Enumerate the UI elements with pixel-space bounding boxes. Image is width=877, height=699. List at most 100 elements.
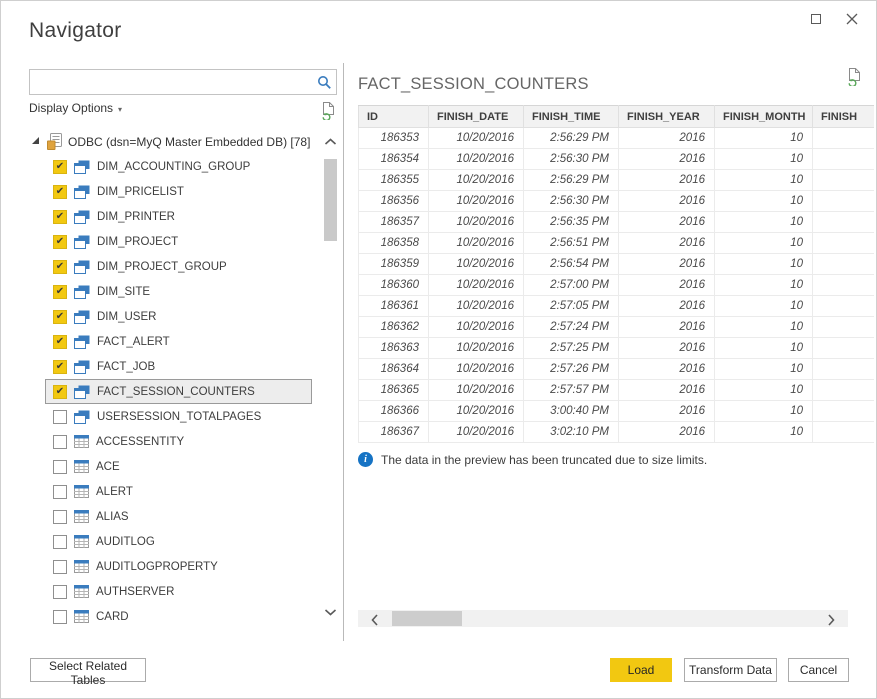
table-cell bbox=[812, 400, 874, 422]
tree-item[interactable]: CARD bbox=[45, 604, 312, 629]
expand-collapse-icon[interactable] bbox=[32, 137, 39, 144]
page-title: Navigator bbox=[29, 19, 122, 42]
tree-item-checkbox[interactable] bbox=[53, 509, 67, 524]
table-cell: 10/20/2016 bbox=[428, 379, 524, 401]
search-input[interactable] bbox=[30, 70, 312, 94]
tree-item[interactable]: ✔ DIM_USER bbox=[45, 304, 312, 329]
tree-item-checkbox[interactable] bbox=[53, 609, 67, 624]
table-cell: 10/20/2016 bbox=[428, 169, 524, 191]
tree-item-checkbox[interactable] bbox=[53, 534, 67, 549]
tree-item[interactable]: ✔ DIM_PRINTER bbox=[45, 204, 312, 229]
close-icon bbox=[846, 13, 858, 25]
preview-table: ID FINISH_DATE FINISH_TIME FINISH_YEAR FINIS… bbox=[358, 105, 874, 443]
window-controls bbox=[802, 7, 866, 31]
tree-item[interactable]: ALERT bbox=[45, 479, 312, 504]
table-cell: 186356 bbox=[358, 190, 429, 212]
tree-item-checkbox[interactable]: ✔ bbox=[53, 234, 67, 249]
tree-item[interactable]: AUDITLOGPROPERTY bbox=[45, 554, 312, 579]
tree-item-label: DIM_ACCOUNTING_GROUP bbox=[97, 160, 251, 173]
table-cell: 10 bbox=[714, 379, 813, 401]
tree-item-checkbox[interactable] bbox=[53, 434, 67, 449]
tree-item-label: AUDITLOG bbox=[96, 535, 155, 548]
tree-item-label: DIM_PRINTER bbox=[97, 210, 175, 223]
table-column-header: FINISH_TIME bbox=[523, 105, 619, 128]
tree-item-checkbox[interactable]: ✔ bbox=[53, 359, 67, 374]
tree-item-checkbox[interactable] bbox=[53, 584, 67, 599]
table-cell: 10 bbox=[714, 253, 813, 275]
tree-item-checkbox[interactable]: ✔ bbox=[53, 284, 67, 299]
tree-item[interactable]: ✔ FACT_SESSION_COUNTERS bbox=[45, 379, 312, 404]
transform-data-button[interactable]: Transform Data bbox=[684, 658, 777, 682]
tree-item[interactable]: ✔ DIM_SITE bbox=[45, 279, 312, 304]
table-cell: 10 bbox=[714, 274, 813, 296]
table-cell: 2016 bbox=[618, 232, 715, 254]
view-icon bbox=[74, 360, 90, 374]
tree-item-label: DIM_PROJECT bbox=[97, 235, 179, 248]
table-cell: 186358 bbox=[358, 232, 429, 254]
table-cell: 2:57:26 PM bbox=[523, 358, 619, 380]
display-options-dropdown[interactable]: Display Options ▾ bbox=[29, 101, 122, 115]
table-cell: 2:57:00 PM bbox=[523, 274, 619, 296]
load-button[interactable]: Load bbox=[610, 658, 672, 682]
tree-item[interactable]: ALIAS bbox=[45, 504, 312, 529]
tree-root-odbc[interactable]: ODBC (dsn=MyQ Master Embedded DB) [78] bbox=[29, 129, 325, 154]
tree-item-checkbox[interactable]: ✔ bbox=[53, 334, 67, 349]
cancel-button[interactable]: Cancel bbox=[788, 658, 849, 682]
view-icon bbox=[74, 160, 90, 174]
vertical-scrollbar[interactable] bbox=[323, 131, 338, 623]
tree-item-checkbox[interactable]: ✔ bbox=[53, 209, 67, 224]
tree-item-checkbox[interactable]: ✔ bbox=[53, 259, 67, 274]
tree-item[interactable]: USERSESSION_TOTALPAGES bbox=[45, 404, 312, 429]
tree-item[interactable]: ✔ FACT_ALERT bbox=[45, 329, 312, 354]
tree-item-checkbox[interactable]: ✔ bbox=[53, 384, 67, 399]
tree-item-checkbox[interactable] bbox=[53, 484, 67, 499]
scroll-up-icon[interactable] bbox=[324, 133, 337, 151]
scroll-down-icon[interactable] bbox=[324, 603, 337, 621]
view-icon bbox=[74, 385, 90, 399]
tree-item[interactable]: AUTHSERVER bbox=[45, 579, 312, 604]
tree-item-checkbox[interactable]: ✔ bbox=[53, 159, 67, 174]
tree-item[interactable]: ✔ DIM_ACCOUNTING_GROUP bbox=[45, 154, 312, 179]
tree-item[interactable]: ✔ FACT_JOB bbox=[45, 354, 312, 379]
table-cell: 2016 bbox=[618, 337, 715, 359]
tree-item[interactable]: AUDITLOG bbox=[45, 529, 312, 554]
table-icon bbox=[74, 610, 89, 623]
table-cell: 2016 bbox=[618, 358, 715, 380]
scroll-left-icon[interactable] bbox=[371, 613, 379, 631]
vertical-scrollbar-thumb[interactable] bbox=[324, 159, 337, 241]
tree-item-checkbox[interactable] bbox=[53, 559, 67, 574]
refresh-preview-button[interactable] bbox=[846, 67, 863, 86]
tree-item-label: DIM_PROJECT_GROUP bbox=[97, 260, 227, 273]
tree-item-checkbox[interactable] bbox=[53, 409, 67, 424]
tree-item-checkbox[interactable] bbox=[53, 459, 67, 474]
refresh-file-icon bbox=[322, 102, 334, 120]
tree-item[interactable]: ✔ DIM_PROJECT bbox=[45, 229, 312, 254]
navigation-tree: ODBC (dsn=MyQ Master Embedded DB) [78] ✔… bbox=[29, 129, 325, 629]
scroll-right-icon[interactable] bbox=[827, 613, 835, 631]
tree-item[interactable]: ACE bbox=[45, 454, 312, 479]
tree-item[interactable]: ✔ DIM_PROJECT_GROUP bbox=[45, 254, 312, 279]
panel-divider bbox=[343, 63, 344, 641]
tree-item-label: ALERT bbox=[96, 485, 133, 498]
search-icon[interactable] bbox=[312, 75, 336, 90]
horizontal-scrollbar[interactable] bbox=[358, 610, 848, 627]
table-cell: 186357 bbox=[358, 211, 429, 233]
table-cell: 10/20/2016 bbox=[428, 253, 524, 275]
refresh-tree-button[interactable] bbox=[320, 101, 337, 120]
tree-item-checkbox[interactable]: ✔ bbox=[53, 184, 67, 199]
table-icon bbox=[74, 585, 89, 598]
horizontal-scrollbar-thumb[interactable] bbox=[392, 611, 462, 626]
table-cell bbox=[812, 274, 874, 296]
close-button[interactable] bbox=[838, 7, 866, 31]
tree-item-checkbox[interactable]: ✔ bbox=[53, 309, 67, 324]
select-related-tables-button[interactable]: Select Related Tables bbox=[30, 658, 146, 687]
maximize-button[interactable] bbox=[802, 7, 830, 31]
table-cell: 10/20/2016 bbox=[428, 211, 524, 233]
table-icon bbox=[74, 435, 89, 448]
table-cell bbox=[812, 169, 874, 191]
view-icon bbox=[74, 235, 90, 249]
table-cell: 3:00:40 PM bbox=[523, 400, 619, 422]
tree-item[interactable]: ACCESSENTITY bbox=[45, 429, 312, 454]
table-cell bbox=[812, 127, 874, 149]
tree-item[interactable]: ✔ DIM_PRICELIST bbox=[45, 179, 312, 204]
